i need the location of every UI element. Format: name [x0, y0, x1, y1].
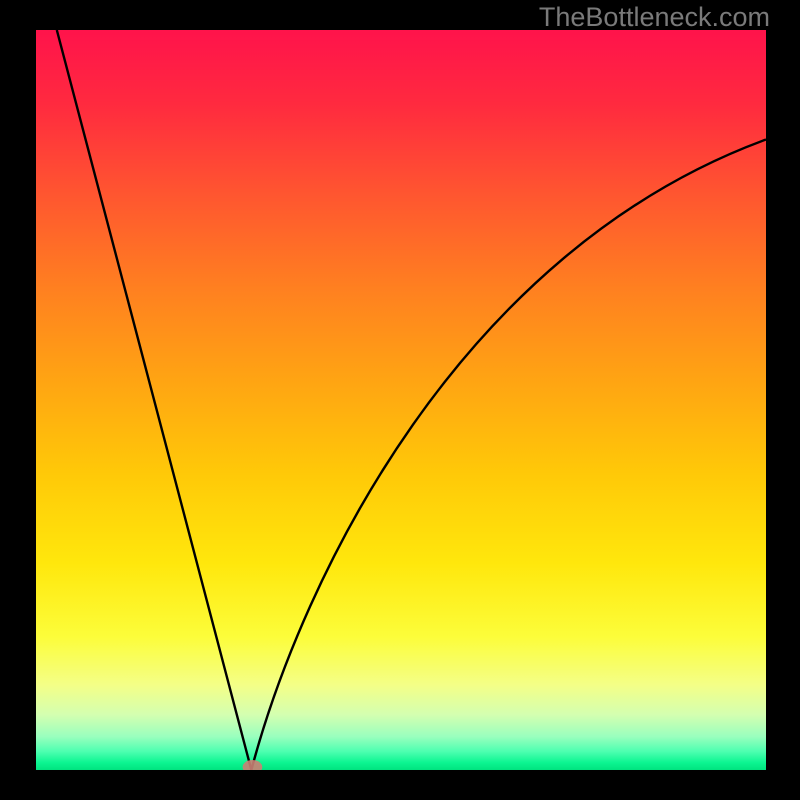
plot-area [36, 30, 766, 770]
bottleneck-curve [36, 30, 766, 770]
chart-container: TheBottleneck.com [0, 0, 800, 800]
watermark-text: TheBottleneck.com [539, 2, 770, 33]
